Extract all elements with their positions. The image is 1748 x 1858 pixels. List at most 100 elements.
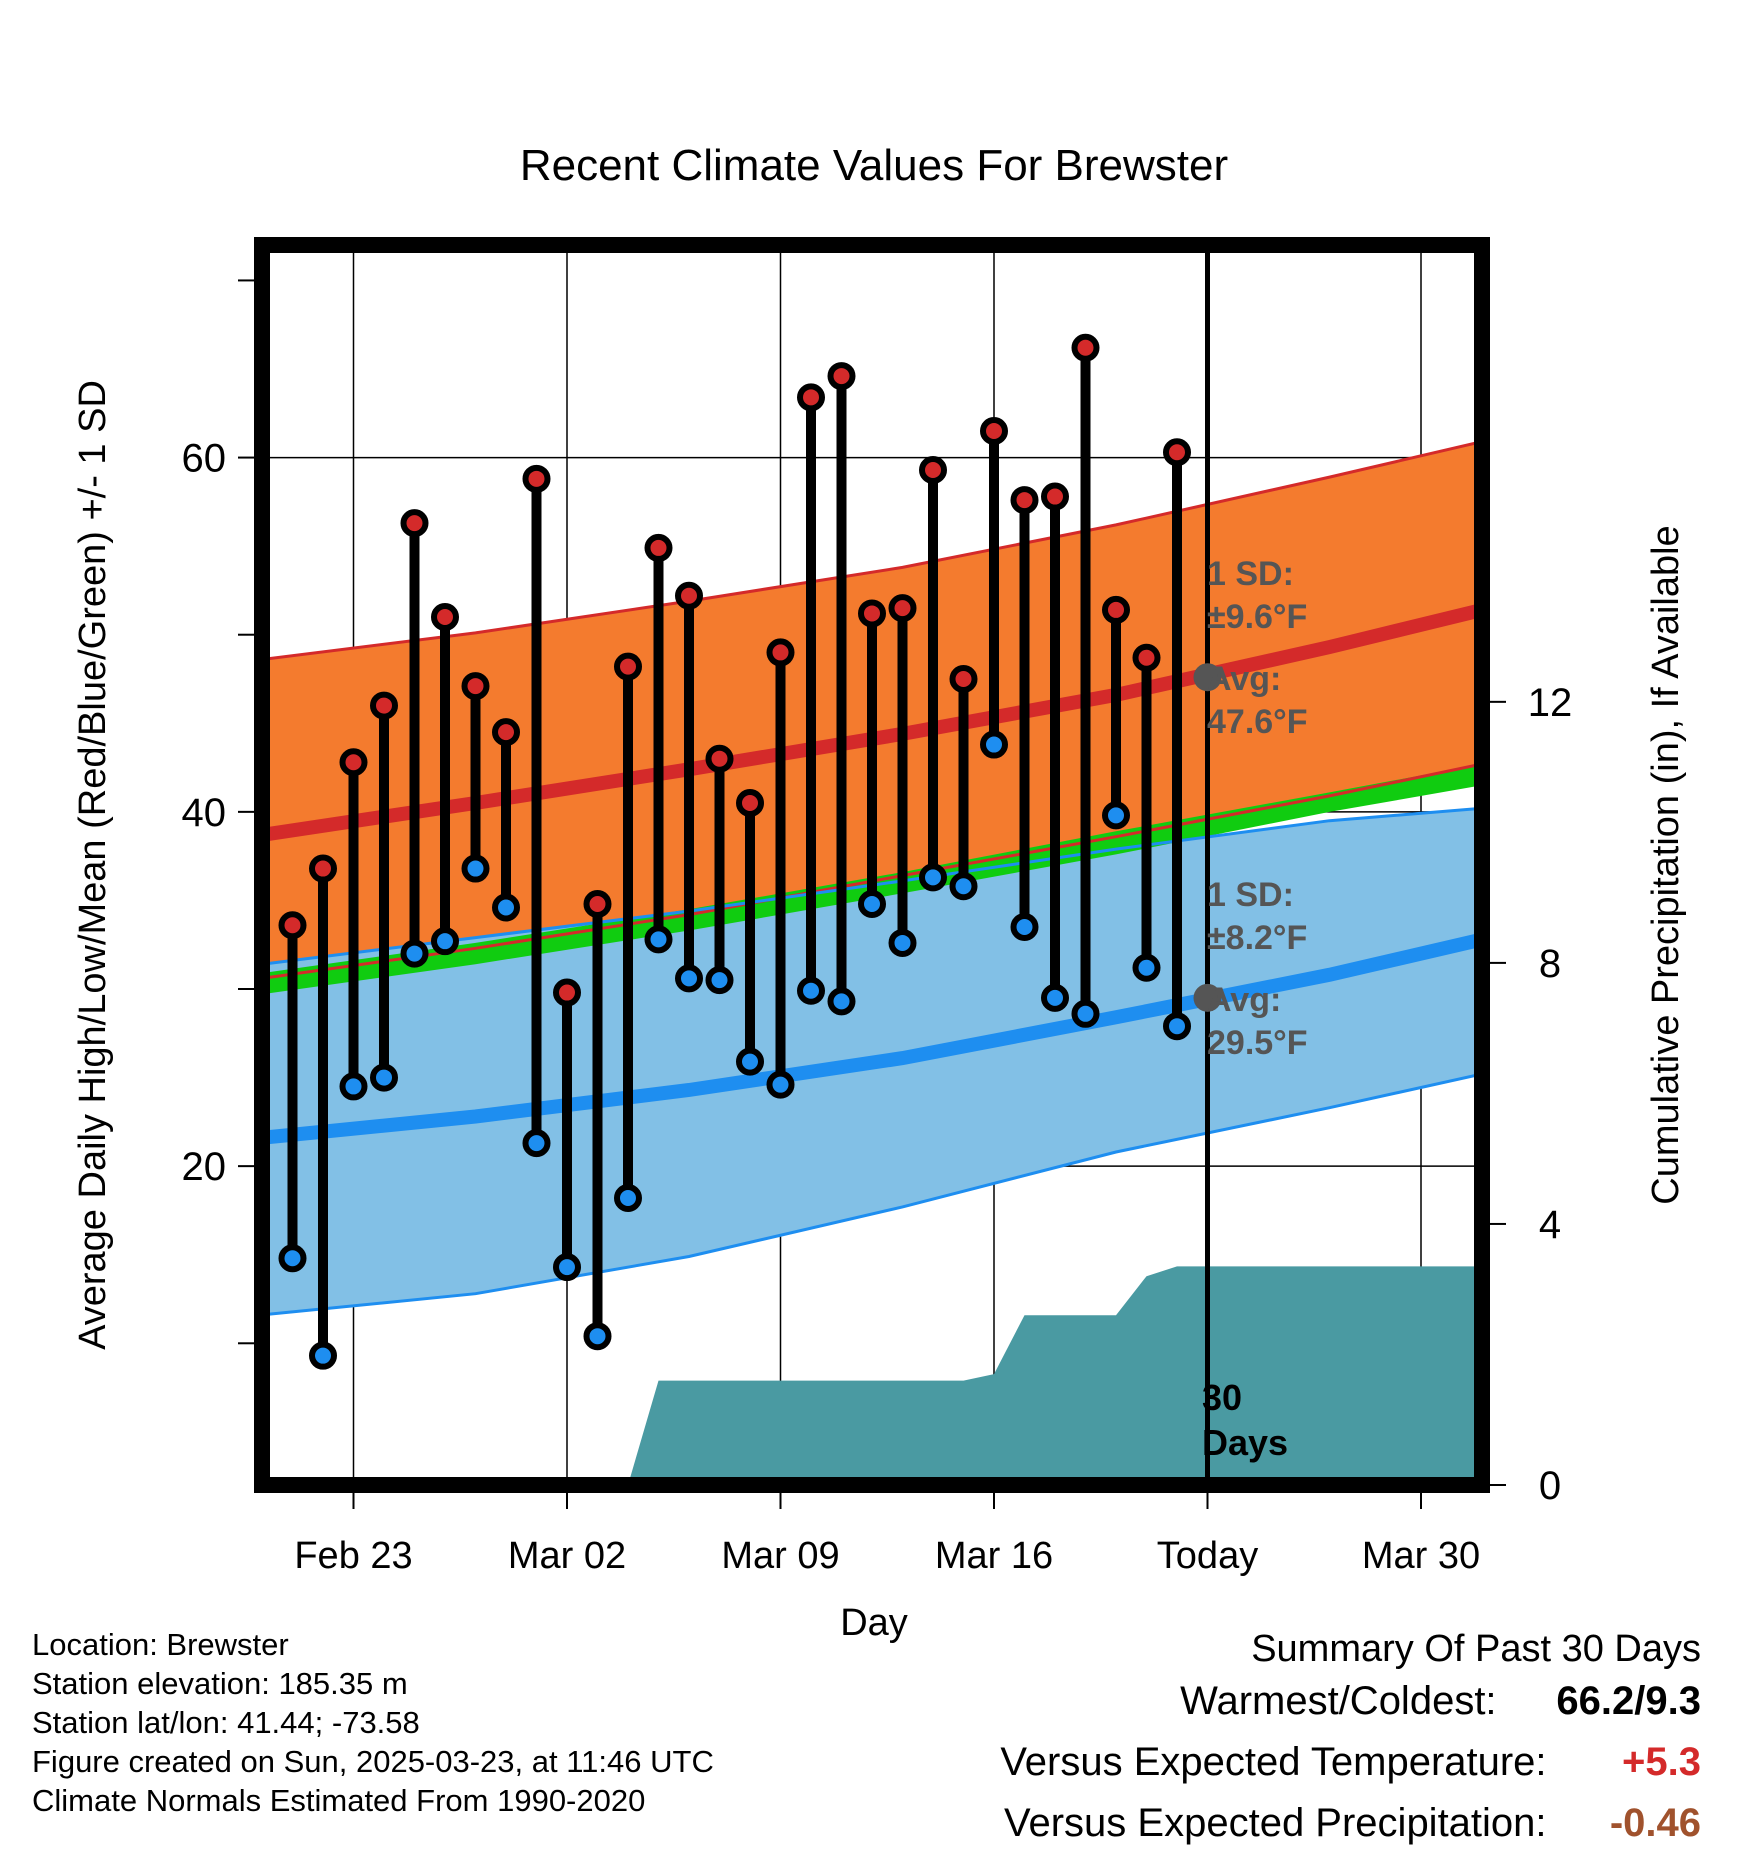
daily-high-point (919, 455, 947, 484)
left-y-tick-label: 20 (182, 1145, 227, 1189)
summary-panel: Summary Of Past 30 Days Warmest/Coldest:… (1000, 1623, 1701, 1858)
climate-normals-note: Climate Normals Estimated From 1990-2020 (32, 1783, 646, 1818)
daily-low-point (370, 1063, 398, 1092)
plot-frame (254, 237, 1490, 1493)
daily-high-point (522, 464, 551, 493)
daily-high-point (339, 748, 368, 777)
precip-anomaly-label: Versus Expected Precipitation: (1004, 1801, 1547, 1845)
daily-low-point (766, 1070, 795, 1099)
daily-high-point (858, 599, 886, 628)
daily-high-point (827, 362, 856, 391)
daily-high-point (705, 744, 734, 773)
figure-created: Figure created on Sun, 2025-03-23, at 11… (32, 1744, 714, 1779)
high-sd-label: 1 SD: (1207, 555, 1294, 593)
daily-high-point (888, 594, 917, 623)
daily-low-point (553, 1253, 581, 1282)
x-tick-label: Mar 30 (1362, 1535, 1480, 1577)
daily-low-point (461, 854, 490, 883)
daily-high-point (614, 652, 642, 681)
daily-high-point (431, 603, 459, 631)
x-axis: Feb 23 Mar 02 Mar 09 Mar 16 Today Mar 30 (294, 1493, 1480, 1577)
chart-title: Recent Climate Values For Brewster (520, 141, 1228, 190)
daily-high-point (675, 581, 703, 610)
daily-low-point (797, 976, 825, 1005)
daily-high-point (461, 672, 490, 701)
left-y-axis-label: Average Daily High/Low/Mean (Red/Blue/Gr… (72, 380, 114, 1350)
high-avg-value: 47.6°F (1207, 703, 1308, 741)
daily-high-point (766, 638, 795, 667)
x-axis-label: Day (840, 1602, 908, 1644)
station-elevation: Station elevation: 185.35 m (32, 1666, 408, 1701)
high-upper-line (262, 440, 1482, 661)
daily-high-point (1041, 482, 1069, 511)
daily-high-point (1010, 486, 1039, 515)
daily-low-point (827, 987, 856, 1016)
x-tick-label: Feb 23 (294, 1535, 412, 1577)
daily-low-point (400, 939, 429, 968)
daily-high-point (278, 911, 307, 940)
daily-low-point (736, 1047, 764, 1076)
daily-high-point (583, 889, 612, 918)
daily-low-point (858, 889, 886, 918)
daily-low-point (888, 928, 917, 957)
high-annotation: 1 SD: ±9.6°F Avg: 47.6°F (1207, 555, 1308, 741)
low-annotation: 1 SD: ±8.2°F Avg: 29.5°F (1207, 876, 1308, 1062)
daily-high-point (644, 533, 673, 562)
daily-low-point (1071, 999, 1100, 1028)
plot-area (262, 245, 1482, 1485)
high-avg-label: Avg: (1207, 660, 1281, 698)
daily-low-point (278, 1244, 307, 1273)
daily-high-point (1163, 438, 1191, 467)
daily-low-point (583, 1322, 612, 1351)
daily-low-point (949, 872, 978, 901)
daily-high-point (736, 789, 764, 817)
daily-range-bars (278, 333, 1191, 1370)
daily-high-point (370, 691, 398, 720)
right-y-tick-label: 8 (1539, 942, 1561, 986)
x-tick-label: Mar 02 (508, 1535, 626, 1577)
right-y-tick-label: 12 (1528, 681, 1573, 725)
left-y-axis: 20 40 60 (182, 279, 254, 1345)
daily-high-point (309, 854, 337, 883)
daily-high-point (797, 383, 825, 412)
daily-low-point (339, 1072, 368, 1101)
high-average-marker (1193, 663, 1222, 692)
daily-low-point (675, 964, 703, 993)
low-avg-label: Avg: (1207, 981, 1281, 1019)
daily-high-point (980, 417, 1008, 445)
station-info: Location: Brewster Station elevation: 18… (32, 1625, 714, 1820)
temp-anomaly-value: +5.3 (1622, 1740, 1701, 1784)
right-y-tick-label: 4 (1539, 1203, 1561, 1247)
daily-low-point (919, 863, 947, 892)
low-lower-line (262, 1072, 1482, 1317)
daily-low-point (980, 730, 1008, 759)
temp-anomaly-label: Versus Expected Temperature: (1000, 1740, 1547, 1784)
daily-low-point (1010, 913, 1039, 941)
low-avg-value: 29.5°F (1207, 1024, 1308, 1062)
daily-high-point (400, 509, 429, 538)
left-y-tick-label: 60 (182, 437, 227, 481)
daily-low-point (1132, 953, 1161, 982)
low-sd-label: 1 SD: (1207, 876, 1294, 914)
daily-low-point (492, 893, 520, 922)
low-average-marker (1193, 983, 1222, 1012)
warmest-coldest-value: 66.2/9.3 (1556, 1679, 1701, 1723)
daily-low-point (1102, 801, 1130, 830)
daily-high-point (1071, 333, 1100, 362)
daily-high-point (949, 665, 978, 693)
window-days-label: Days (1202, 1422, 1288, 1463)
station-location: Location: Brewster (32, 1627, 289, 1662)
warmest-coldest-label: Warmest/Coldest: (1180, 1679, 1497, 1723)
precipitation-area (628, 1266, 1482, 1485)
daily-low-point (644, 925, 673, 954)
precip-anomaly-value: -0.46 (1609, 1801, 1701, 1845)
left-y-tick-label: 40 (182, 791, 227, 835)
daily-low-point (705, 966, 734, 995)
right-y-axis-label: Cumulative Precipitation (in), If Availa… (1645, 525, 1687, 1204)
daily-high-point (1132, 643, 1161, 672)
daily-high-point (1102, 595, 1130, 624)
daily-low-point (522, 1129, 551, 1158)
summary-title: Summary Of Past 30 Days (1251, 1628, 1701, 1670)
daily-low-point (614, 1184, 642, 1213)
